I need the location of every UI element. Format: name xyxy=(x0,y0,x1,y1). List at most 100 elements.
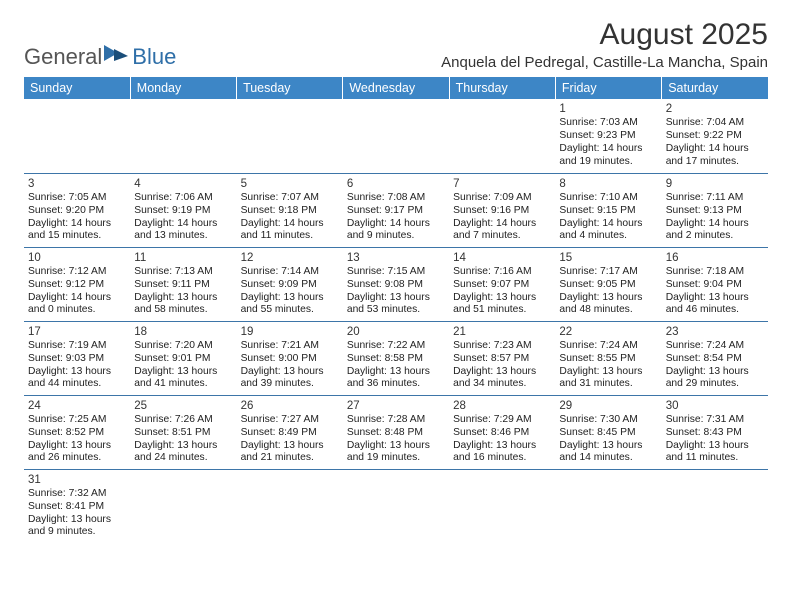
daylight-line: Daylight: 13 hours and 19 minutes. xyxy=(347,440,445,466)
daylight-line: Daylight: 14 hours and 7 minutes. xyxy=(453,218,551,244)
daylight-line: Daylight: 14 hours and 4 minutes. xyxy=(559,218,657,244)
sunrise-line: Sunrise: 7:16 AM xyxy=(453,266,551,279)
day-cell: 26Sunrise: 7:27 AMSunset: 8:49 PMDayligh… xyxy=(237,395,343,469)
sunrise-line: Sunrise: 7:22 AM xyxy=(347,340,445,353)
sunset-line: Sunset: 9:16 PM xyxy=(453,205,551,218)
daylight-line: Daylight: 13 hours and 44 minutes. xyxy=(28,366,126,392)
day-number: 6 xyxy=(347,177,445,191)
daylight-line: Daylight: 13 hours and 53 minutes. xyxy=(347,292,445,318)
brand-logo: General Blue xyxy=(24,43,176,71)
day-number: 28 xyxy=(453,399,551,413)
day-cell: 15Sunrise: 7:17 AMSunset: 9:05 PMDayligh… xyxy=(555,247,661,321)
sunrise-line: Sunrise: 7:23 AM xyxy=(453,340,551,353)
empty-cell xyxy=(24,99,130,173)
month-title: August 2025 xyxy=(441,18,768,52)
sunset-line: Sunset: 9:17 PM xyxy=(347,205,445,218)
calendar-body: 1Sunrise: 7:03 AMSunset: 9:23 PMDaylight… xyxy=(24,99,768,543)
daylight-line: Daylight: 14 hours and 17 minutes. xyxy=(666,143,764,169)
day-cell: 1Sunrise: 7:03 AMSunset: 9:23 PMDaylight… xyxy=(555,99,661,173)
sunrise-line: Sunrise: 7:18 AM xyxy=(666,266,764,279)
day-number: 24 xyxy=(28,399,126,413)
weekday-header: Tuesday xyxy=(237,77,343,99)
day-number: 2 xyxy=(666,102,764,116)
daylight-line: Daylight: 14 hours and 9 minutes. xyxy=(347,218,445,244)
sunset-line: Sunset: 9:09 PM xyxy=(241,279,339,292)
sunset-line: Sunset: 9:11 PM xyxy=(134,279,232,292)
calendar-row: 17Sunrise: 7:19 AMSunset: 9:03 PMDayligh… xyxy=(24,321,768,395)
daylight-line: Daylight: 14 hours and 19 minutes. xyxy=(559,143,657,169)
sunrise-line: Sunrise: 7:08 AM xyxy=(347,192,445,205)
day-cell: 20Sunrise: 7:22 AMSunset: 8:58 PMDayligh… xyxy=(343,321,449,395)
sunset-line: Sunset: 9:12 PM xyxy=(28,279,126,292)
sunset-line: Sunset: 9:13 PM xyxy=(666,205,764,218)
day-cell: 29Sunrise: 7:30 AMSunset: 8:45 PMDayligh… xyxy=(555,395,661,469)
sunset-line: Sunset: 9:03 PM xyxy=(28,353,126,366)
daylight-line: Daylight: 13 hours and 29 minutes. xyxy=(666,366,764,392)
sunrise-line: Sunrise: 7:25 AM xyxy=(28,414,126,427)
sunset-line: Sunset: 8:57 PM xyxy=(453,353,551,366)
flag-icon xyxy=(104,43,130,63)
sunset-line: Sunset: 9:19 PM xyxy=(134,205,232,218)
day-number: 7 xyxy=(453,177,551,191)
header: General Blue August 2025 Anquela del Ped… xyxy=(24,18,768,71)
sunrise-line: Sunrise: 7:30 AM xyxy=(559,414,657,427)
day-cell: 2Sunrise: 7:04 AMSunset: 9:22 PMDaylight… xyxy=(662,99,768,173)
day-number: 3 xyxy=(28,177,126,191)
day-number: 14 xyxy=(453,251,551,265)
sunrise-line: Sunrise: 7:31 AM xyxy=(666,414,764,427)
daylight-line: Daylight: 13 hours and 9 minutes. xyxy=(28,514,126,540)
empty-cell xyxy=(449,99,555,173)
sunrise-line: Sunrise: 7:24 AM xyxy=(559,340,657,353)
sunset-line: Sunset: 9:08 PM xyxy=(347,279,445,292)
sunrise-line: Sunrise: 7:17 AM xyxy=(559,266,657,279)
sunrise-line: Sunrise: 7:27 AM xyxy=(241,414,339,427)
day-number: 31 xyxy=(28,473,126,487)
sunrise-line: Sunrise: 7:32 AM xyxy=(28,488,126,501)
title-block: August 2025 Anquela del Pedregal, Castil… xyxy=(441,18,768,71)
empty-cell xyxy=(343,99,449,173)
day-cell: 30Sunrise: 7:31 AMSunset: 8:43 PMDayligh… xyxy=(662,395,768,469)
sunrise-line: Sunrise: 7:13 AM xyxy=(134,266,232,279)
sunset-line: Sunset: 8:51 PM xyxy=(134,427,232,440)
daylight-line: Daylight: 13 hours and 36 minutes. xyxy=(347,366,445,392)
day-number: 4 xyxy=(134,177,232,191)
day-cell: 23Sunrise: 7:24 AMSunset: 8:54 PMDayligh… xyxy=(662,321,768,395)
empty-cell xyxy=(237,99,343,173)
day-number: 10 xyxy=(28,251,126,265)
sunrise-line: Sunrise: 7:07 AM xyxy=(241,192,339,205)
empty-cell xyxy=(130,99,236,173)
sunset-line: Sunset: 8:52 PM xyxy=(28,427,126,440)
day-cell: 31Sunrise: 7:32 AMSunset: 8:41 PMDayligh… xyxy=(24,469,130,543)
day-cell: 22Sunrise: 7:24 AMSunset: 8:55 PMDayligh… xyxy=(555,321,661,395)
day-cell: 8Sunrise: 7:10 AMSunset: 9:15 PMDaylight… xyxy=(555,173,661,247)
day-cell: 13Sunrise: 7:15 AMSunset: 9:08 PMDayligh… xyxy=(343,247,449,321)
day-cell: 27Sunrise: 7:28 AMSunset: 8:48 PMDayligh… xyxy=(343,395,449,469)
day-number: 15 xyxy=(559,251,657,265)
daylight-line: Daylight: 13 hours and 55 minutes. xyxy=(241,292,339,318)
daylight-line: Daylight: 13 hours and 16 minutes. xyxy=(453,440,551,466)
day-cell: 21Sunrise: 7:23 AMSunset: 8:57 PMDayligh… xyxy=(449,321,555,395)
sunrise-line: Sunrise: 7:03 AM xyxy=(559,117,657,130)
daylight-line: Daylight: 14 hours and 11 minutes. xyxy=(241,218,339,244)
daylight-line: Daylight: 14 hours and 13 minutes. xyxy=(134,218,232,244)
sunset-line: Sunset: 9:22 PM xyxy=(666,130,764,143)
day-number: 30 xyxy=(666,399,764,413)
calendar-row: 1Sunrise: 7:03 AMSunset: 9:23 PMDaylight… xyxy=(24,99,768,173)
sunset-line: Sunset: 8:58 PM xyxy=(347,353,445,366)
daylight-line: Daylight: 13 hours and 48 minutes. xyxy=(559,292,657,318)
sunset-line: Sunset: 8:49 PM xyxy=(241,427,339,440)
weekday-header-row: SundayMondayTuesdayWednesdayThursdayFrid… xyxy=(24,77,768,99)
daylight-line: Daylight: 13 hours and 24 minutes. xyxy=(134,440,232,466)
daylight-line: Daylight: 13 hours and 51 minutes. xyxy=(453,292,551,318)
sunrise-line: Sunrise: 7:24 AM xyxy=(666,340,764,353)
day-cell: 17Sunrise: 7:19 AMSunset: 9:03 PMDayligh… xyxy=(24,321,130,395)
day-number: 18 xyxy=(134,325,232,339)
sunrise-line: Sunrise: 7:05 AM xyxy=(28,192,126,205)
day-number: 5 xyxy=(241,177,339,191)
empty-cell xyxy=(449,469,555,543)
day-cell: 10Sunrise: 7:12 AMSunset: 9:12 PMDayligh… xyxy=(24,247,130,321)
sunset-line: Sunset: 9:18 PM xyxy=(241,205,339,218)
day-cell: 3Sunrise: 7:05 AMSunset: 9:20 PMDaylight… xyxy=(24,173,130,247)
day-cell: 4Sunrise: 7:06 AMSunset: 9:19 PMDaylight… xyxy=(130,173,236,247)
day-cell: 14Sunrise: 7:16 AMSunset: 9:07 PMDayligh… xyxy=(449,247,555,321)
